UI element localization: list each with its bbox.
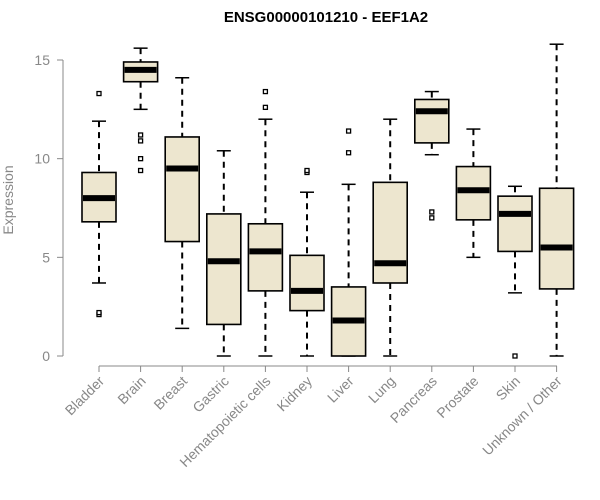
x-tick-label: Lung [365, 373, 398, 406]
box-6 [330, 128, 367, 357]
outlier-point [345, 150, 352, 156]
box-body [413, 98, 450, 144]
x-tick-label: Unknown / Other [479, 373, 565, 459]
boxes [81, 43, 575, 359]
y-tick-label: 5 [42, 249, 50, 265]
y-tick-label: 10 [34, 151, 50, 167]
outlier-point [137, 138, 144, 144]
outlier-point [137, 132, 144, 138]
box-body [372, 181, 409, 284]
outlier-point [262, 88, 269, 95]
outlier-point [429, 215, 435, 221]
box-body [206, 213, 242, 326]
y-axis-ticks: 0 5 10 15 [34, 52, 63, 364]
box-8 [413, 90, 450, 221]
box-body [289, 254, 325, 312]
box-2 [164, 77, 200, 330]
outlier-point [429, 209, 435, 215]
box-body [164, 136, 200, 243]
box-4 [247, 88, 284, 357]
outlier-point [137, 156, 144, 162]
box-1 [122, 47, 159, 174]
y-tick-label: 15 [34, 52, 50, 68]
box-11 [538, 43, 575, 357]
box-7 [372, 118, 409, 357]
box-body [538, 187, 575, 290]
outlier-point [345, 128, 352, 134]
box-0 [81, 90, 117, 318]
x-tick-label: Brain [114, 373, 148, 407]
x-tick-label: Prostate [433, 373, 481, 421]
x-tick-label: Breast [150, 373, 190, 413]
y-tick-label: 0 [42, 348, 50, 364]
outlier-point [96, 309, 102, 316]
x-axis-ticks [98, 366, 558, 372]
box-body [497, 195, 533, 253]
outlier-point [512, 353, 518, 359]
outlier-point [304, 167, 310, 174]
box-5 [289, 167, 325, 357]
box-10 [497, 185, 533, 359]
x-tick-label: Skin [493, 373, 524, 404]
box-body [247, 222, 284, 292]
outlier-point [262, 104, 269, 111]
x-tick-label: Liver [324, 373, 357, 406]
box-9 [455, 128, 492, 259]
x-tick-label: Bladder [62, 373, 108, 419]
outlier-point [96, 90, 102, 97]
box-3 [206, 150, 242, 357]
outlier-point [137, 167, 144, 174]
x-tick-label: Kidney [274, 373, 316, 415]
chart-title: ENSG00000101210 - EEF1A2 [224, 9, 428, 26]
y-axis-title: Expression [0, 165, 16, 234]
